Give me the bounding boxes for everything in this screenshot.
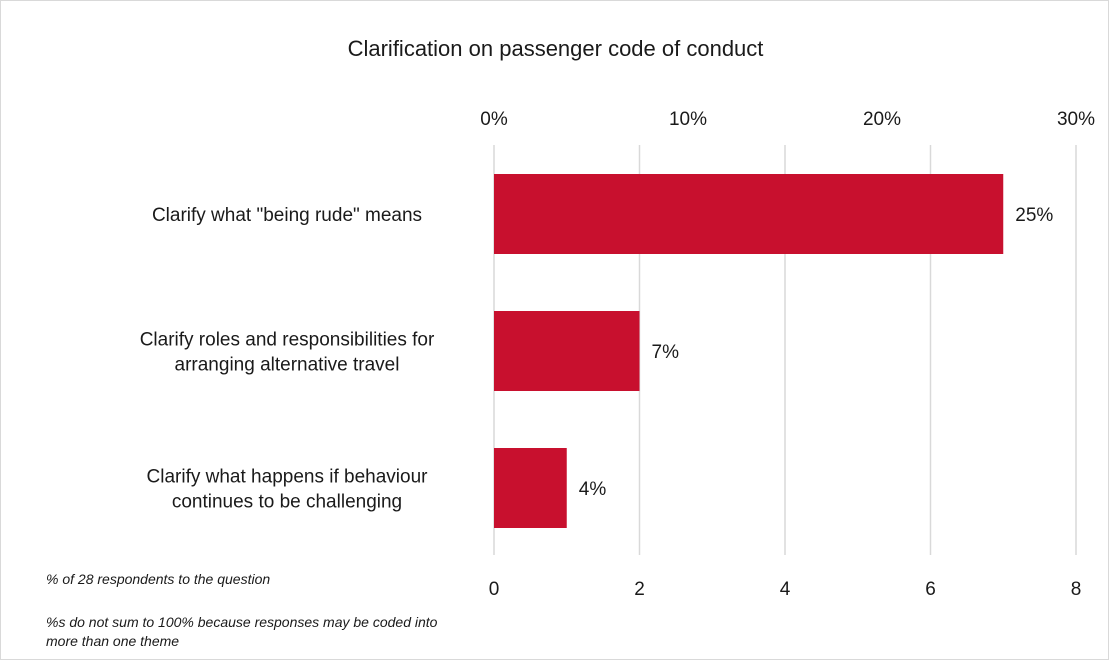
- data-label: 25%: [1015, 205, 1053, 226]
- top-axis-tick-label: 0%: [480, 109, 508, 130]
- category-label: Clarify what "being rude" means: [152, 205, 422, 226]
- top-axis-tick-label: 30%: [1057, 109, 1095, 130]
- category-label: Clarify what happens if behaviour continu…: [147, 467, 429, 513]
- top-axis-tick-label: 10%: [669, 109, 707, 130]
- data-label: 7%: [652, 342, 680, 363]
- bottom-axis: 0 2 4 6 8: [489, 579, 1082, 600]
- bottom-axis-tick-label: 4: [780, 579, 791, 600]
- bar: [494, 448, 567, 528]
- bottom-axis-tick-label: 0: [489, 579, 500, 600]
- respondents-note: % of 28 respondents to the question: [46, 571, 271, 587]
- chart-title: Clarification on passenger code of condu…: [347, 36, 764, 61]
- bar: [494, 311, 640, 391]
- sum-disclaimer-note: %s do not sum to 100% because responses …: [46, 614, 438, 649]
- bottom-axis-tick-label: 6: [925, 579, 936, 600]
- bottom-axis-tick-label: 2: [634, 579, 645, 600]
- bottom-axis-tick-label: 8: [1071, 579, 1082, 600]
- category-labels: Clarify what "being rude" means Clarify r…: [140, 205, 435, 513]
- top-axis: 0% 10% 20% 30%: [480, 109, 1095, 130]
- data-labels: 25% 7% 4%: [579, 205, 1054, 500]
- bars: [494, 174, 1004, 528]
- bar: [494, 174, 1004, 254]
- data-label: 4%: [579, 479, 607, 500]
- top-axis-tick-label: 20%: [863, 109, 901, 130]
- category-label: Clarify roles and responsibilities for ar…: [140, 330, 435, 376]
